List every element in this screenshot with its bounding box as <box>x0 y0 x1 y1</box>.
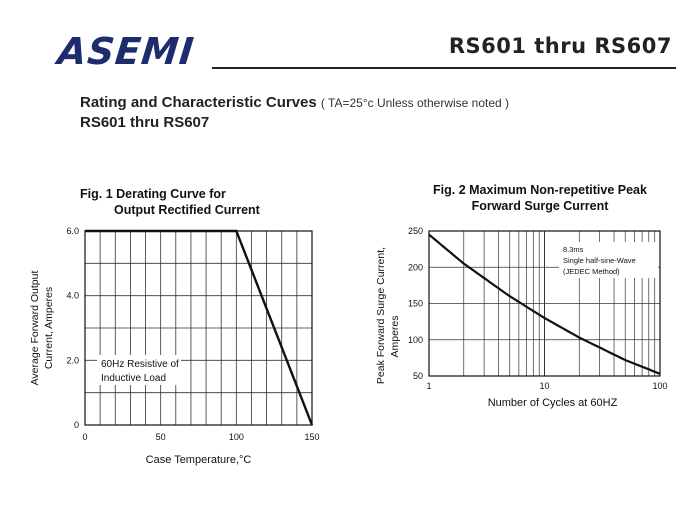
fig1-y-tick-label: 6.0 <box>66 226 79 236</box>
fig1-annotation-bg <box>97 355 181 385</box>
fig1-x-tick-label: 0 <box>82 432 87 442</box>
fig1-title-line1: Fig. 1 Derating Curve for <box>80 187 226 201</box>
fig2-y-tick-label: 200 <box>408 262 423 272</box>
header-rule <box>212 67 676 69</box>
fig1-title: Fig. 1 Derating Curve for Output Rectifi… <box>80 186 310 218</box>
fig2-plot-frame <box>428 230 661 377</box>
fig2-surge-curve <box>428 233 661 375</box>
fig2-legend-line1: 8.3ms <box>563 245 584 254</box>
fig2-y-tick-label: 150 <box>408 299 423 309</box>
fig2-x-tick-label: 10 <box>539 381 549 391</box>
fig2-title-line2: Forward Surge Current <box>471 199 609 213</box>
fig2-y-tick-label: 250 <box>408 226 423 236</box>
fig2-y-axis-label-line2: Amperes <box>389 316 401 358</box>
fig2-title: Fig. 2 Maximum Non-repetitive Peak Forwa… <box>415 182 665 214</box>
fig1-y-tick-label: 0 <box>74 420 79 430</box>
fig1-y-axis-label-line2: Current, Amperes <box>43 287 55 369</box>
fig1-y-tick-label: 2.0 <box>66 355 79 365</box>
fig1-y-axis-label-line1: Average Forward Output <box>29 271 41 386</box>
fig2-y-tick-label: 100 <box>408 335 423 345</box>
fig1-annotation-line1: 60Hz Resistive of <box>101 359 179 370</box>
fig2-legend-bg <box>559 242 658 278</box>
fig2-x-tick-label: 1 <box>426 381 431 391</box>
section-heading-condition: ( TA=25°c Unless otherwise noted ) <box>320 96 510 110</box>
fig2-x-axis-label: Number of Cycles at 60HZ <box>488 397 618 409</box>
fig1-derating-curve <box>85 229 314 426</box>
fig2-y-tick-label: 50 <box>413 371 423 381</box>
fig2-x-tick-label: 100 <box>652 381 667 391</box>
fig2-legend-line2: Single half-sine-Wave <box>563 256 636 265</box>
document-title: RS601 thru RS607 <box>448 34 672 58</box>
fig2-y-axis-label-line1: Peak Forward Surge Current, <box>375 247 387 384</box>
fig1-title-line2: Output Rectified Current <box>114 203 260 217</box>
fig1-x-axis-label: Case Temperature,°C <box>146 454 252 466</box>
fig2-legend-line3: (JEDEC Method) <box>563 267 620 276</box>
fig2-title-line1: Fig. 2 Maximum Non-repetitive Peak <box>433 183 647 197</box>
fig1-x-tick-label: 150 <box>304 432 319 442</box>
section-heading-text: Rating and Characteristic Curves <box>80 94 317 111</box>
section-heading: Rating and Characteristic Curves ( TA=25… <box>80 94 509 111</box>
fig1-x-tick-label: 50 <box>156 432 166 442</box>
fig1-annotation-line2: Inductive Load <box>101 373 166 384</box>
fig1-y-tick-label: 4.0 <box>66 291 79 301</box>
section-subheading: RS601 thru RS607 <box>80 114 210 131</box>
fig2-chart: 1 10 100 50 100 150 200 250 Number of Cycles at … <box>375 226 668 409</box>
fig1-chart: 0 50 100 150 0 2.0 4.0 6.0 Case Temperature,°C Av… <box>29 226 320 466</box>
fig1-x-tick-label: 100 <box>229 432 244 442</box>
